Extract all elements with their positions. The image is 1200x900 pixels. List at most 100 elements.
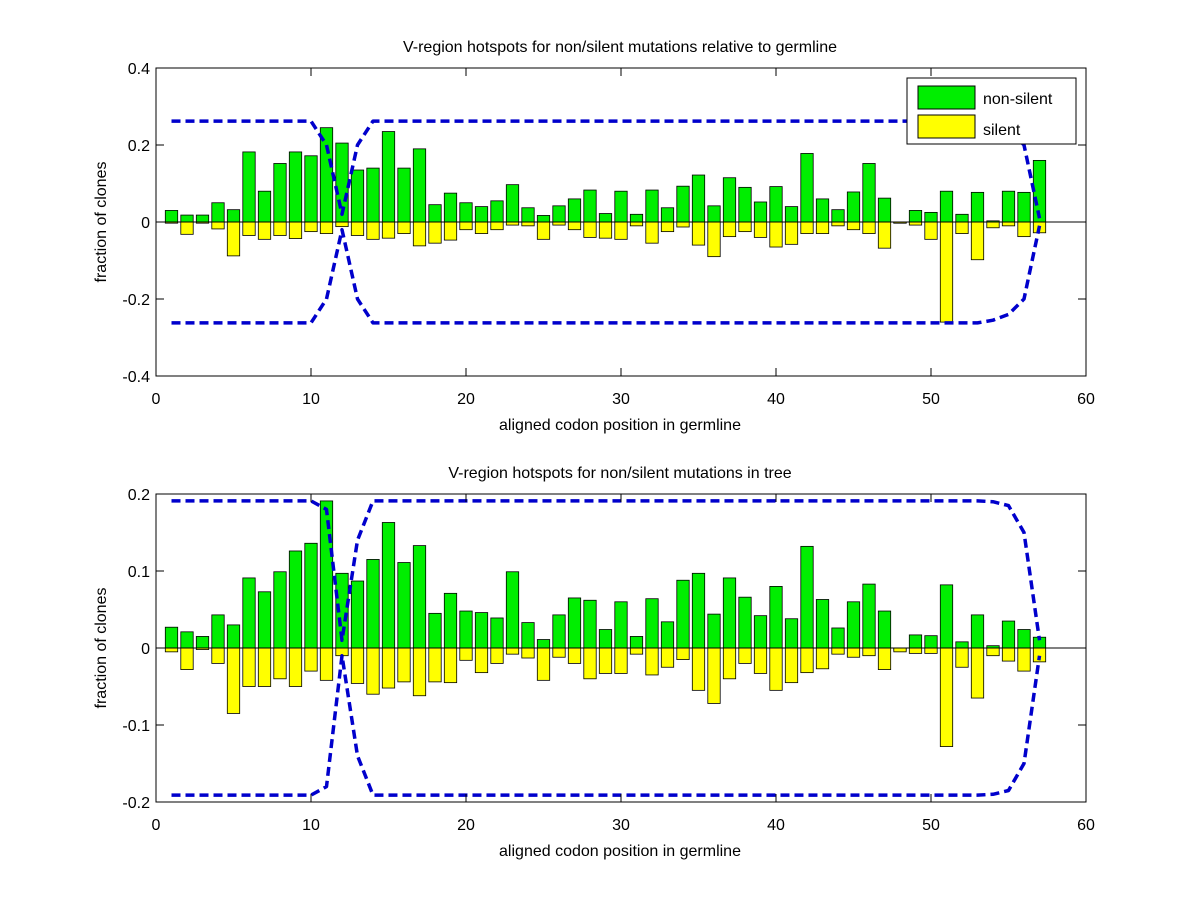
bottom-bar-non-silent <box>738 596 752 649</box>
bottom-bar-silent <box>412 647 427 697</box>
bottom-x-tick-label: 10 <box>302 817 320 834</box>
bottom-bar-silent <box>877 647 892 670</box>
bottom-bar-non-silent <box>226 624 241 649</box>
top-bar-silent <box>381 221 396 239</box>
top-bar-non-silent <box>567 198 582 223</box>
top-bar-non-silent <box>273 163 287 223</box>
top-bar-non-silent <box>459 202 473 223</box>
bottom-bar-non-silent <box>257 591 272 649</box>
bottom-bar-silent <box>350 647 365 684</box>
top-bar-non-silent <box>366 167 380 223</box>
bottom-bar-non-silent <box>939 584 954 649</box>
top-legend: non-silent silent <box>906 77 1077 145</box>
bottom-bar-silent <box>831 647 845 655</box>
bottom-bar-silent <box>769 647 783 691</box>
bottom-y-tick-label: -0.2 <box>122 795 150 812</box>
legend-label-silent: silent <box>983 122 1021 139</box>
top-bar-non-silent <box>381 131 396 223</box>
bottom-bar-silent <box>645 647 659 676</box>
bottom-bar-non-silent <box>366 559 380 649</box>
bottom-bar-non-silent <box>846 601 861 649</box>
bottom-bar-silent <box>521 647 535 659</box>
bottom-bar-silent <box>319 647 334 681</box>
bottom-bar-silent <box>443 647 458 684</box>
bottom-bar-silent <box>707 647 721 704</box>
bottom-bar-silent <box>939 647 954 747</box>
bottom-bar-silent <box>273 647 287 680</box>
bottom-bar-silent <box>691 647 706 691</box>
top-bar-silent <box>366 221 380 240</box>
bottom-x-axis-label: aligned codon position in germline <box>499 843 741 860</box>
bottom-y-tick-label: 0 <box>141 641 150 658</box>
top-bar-non-silent <box>660 207 675 223</box>
bottom-bar-non-silent <box>970 614 985 649</box>
top-bar-non-silent <box>505 184 520 223</box>
top-bar-silent <box>211 221 225 230</box>
bottom-bar-silent <box>226 647 241 714</box>
top-bar-silent <box>397 221 411 234</box>
top-bar-silent <box>226 221 241 257</box>
bottom-x-tick-label: 20 <box>457 817 475 834</box>
top-bar-non-silent <box>939 190 954 223</box>
bottom-x-tick-label: 0 <box>152 817 161 834</box>
top-bar-silent <box>412 221 427 247</box>
bottom-bar-silent <box>381 647 396 689</box>
bottom-bar-non-silent <box>521 622 535 649</box>
bottom-bar-non-silent <box>815 599 830 649</box>
top-bar-silent <box>1017 221 1031 238</box>
top-bar-silent <box>304 221 318 233</box>
bottom-bar-non-silent <box>955 641 969 649</box>
top-bar-non-silent <box>164 210 179 223</box>
top-bar-non-silent <box>753 201 768 223</box>
top-bar-silent <box>645 221 659 244</box>
bottom-bar-non-silent <box>474 612 489 649</box>
top-bar-silent <box>691 221 706 246</box>
top-bar-non-silent <box>536 215 551 223</box>
top-bar-silent <box>521 221 535 227</box>
legend-swatch-silent <box>917 114 976 139</box>
top-bar-silent <box>180 221 194 235</box>
top-bar-non-silent <box>521 207 535 223</box>
bottom-bar-non-silent <box>862 583 876 649</box>
bottom-bar-silent <box>970 647 985 699</box>
bottom-x-tick-label: 40 <box>767 817 785 834</box>
bottom-bar-non-silent <box>753 615 768 649</box>
top-bar-silent <box>598 221 613 239</box>
bottom-bar-non-silent <box>769 586 783 649</box>
top-y-tick-label: 0.2 <box>128 138 150 155</box>
top-bar-non-silent <box>257 190 272 223</box>
bottom-bar-non-silent <box>242 577 256 649</box>
bottom-bar-non-silent <box>211 614 225 649</box>
top-bar-silent <box>815 221 830 234</box>
top-bar-non-silent <box>397 167 411 223</box>
bottom-bar-silent <box>397 647 411 683</box>
top-bar-non-silent <box>877 197 892 223</box>
bottom-bar-silent <box>242 647 256 687</box>
bottom-x-tick-label: 50 <box>922 817 940 834</box>
top-bar-non-silent <box>598 213 613 223</box>
bottom-bar-silent <box>583 647 597 680</box>
top-bar-silent <box>955 221 969 234</box>
top-bar-silent <box>257 221 272 240</box>
top-bar-non-silent <box>908 210 923 223</box>
top-bar-silent <box>753 221 768 238</box>
top-bar-non-silent <box>412 148 427 223</box>
bottom-bar-non-silent <box>273 571 287 649</box>
top-bar-silent <box>784 221 799 245</box>
bottom-bar-silent <box>800 647 814 674</box>
bottom-bar-silent <box>924 647 938 654</box>
top-x-tick-label: 20 <box>457 391 475 408</box>
top-bar-silent <box>536 221 551 240</box>
bottom-bar-non-silent <box>722 577 737 649</box>
top-bar-silent <box>800 221 814 234</box>
bottom-bar-silent <box>862 647 876 657</box>
bottom-bar-silent <box>753 647 768 674</box>
top-bar-non-silent <box>288 151 303 223</box>
top-bar-non-silent <box>846 191 861 223</box>
bottom-y-tick-label: 0.2 <box>128 487 150 504</box>
top-bar-non-silent <box>490 200 504 223</box>
bottom-bar-non-silent <box>784 618 799 649</box>
bottom-bar-non-silent <box>660 621 675 649</box>
bottom-bar-silent <box>784 647 799 684</box>
